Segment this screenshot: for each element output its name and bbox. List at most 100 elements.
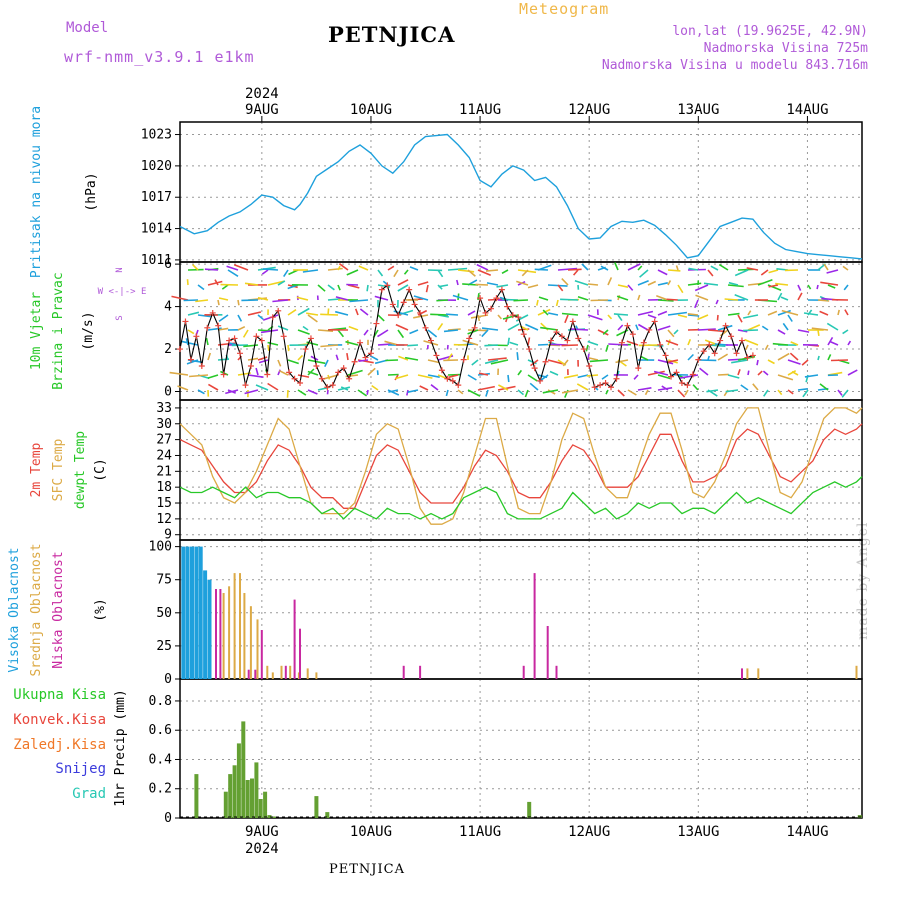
top-date-label: 10AUG bbox=[350, 102, 392, 118]
wind-arrow bbox=[189, 374, 209, 378]
wind-speed-marker bbox=[673, 369, 680, 376]
wind-arrow bbox=[586, 374, 599, 377]
low-cloud-bar bbox=[293, 599, 296, 679]
wind-arrow bbox=[826, 322, 839, 331]
wind-arrow bbox=[324, 359, 329, 368]
wind-arrow bbox=[727, 284, 744, 288]
wind-arrow bbox=[258, 359, 269, 364]
panel-frame bbox=[179, 678, 863, 819]
wind-speed-marker bbox=[346, 375, 353, 382]
wind-speed-marker bbox=[678, 380, 685, 387]
wind-arrow bbox=[497, 385, 516, 391]
dewpt-axis-label: dewpt Temp bbox=[73, 431, 88, 509]
wind-arrow bbox=[452, 294, 469, 301]
wind-arrow bbox=[627, 263, 641, 271]
wind-arrow bbox=[817, 355, 820, 361]
wind-arrow bbox=[548, 312, 559, 316]
high-cloud-bar bbox=[203, 570, 208, 679]
wind-arrow bbox=[207, 280, 223, 286]
wind-arrow bbox=[542, 309, 549, 316]
high-cloud-bar bbox=[190, 546, 194, 679]
low-cloud-bar bbox=[555, 665, 558, 679]
wind-arrow bbox=[673, 329, 679, 335]
wind-arrow bbox=[307, 370, 319, 376]
wind-arrow bbox=[617, 389, 625, 397]
wind-arrow bbox=[617, 284, 629, 288]
wind-arrow bbox=[513, 299, 529, 302]
compass-north: N bbox=[115, 267, 125, 272]
wind-speed-marker bbox=[668, 373, 675, 380]
wind-arrow bbox=[347, 284, 360, 289]
wind-arrow bbox=[687, 353, 694, 361]
wind-arrow bbox=[787, 370, 797, 376]
wind-speed-marker bbox=[487, 305, 494, 312]
precip-bar bbox=[194, 774, 199, 818]
wind-arrow bbox=[767, 359, 775, 365]
temp-unit-label: (C) bbox=[93, 458, 108, 481]
wind-arrow bbox=[715, 299, 719, 305]
wind-speed-marker bbox=[438, 367, 445, 374]
y-tick-label: 0.4 bbox=[149, 752, 173, 767]
wind-arrow bbox=[801, 359, 809, 366]
wind-arrow bbox=[737, 329, 748, 333]
wind-speed-marker bbox=[204, 324, 211, 331]
wind-arrow bbox=[467, 389, 481, 397]
coordinates: lon,lat (19.9625E, 42.9N) bbox=[672, 24, 868, 39]
wind-arrow bbox=[377, 329, 389, 338]
wind-arrow bbox=[791, 370, 799, 376]
y-tick-label: 27 bbox=[156, 433, 172, 448]
elevation: Nadmorska Visina 725m bbox=[703, 41, 868, 56]
wind-arrow bbox=[397, 279, 409, 286]
wind-arrow bbox=[395, 374, 409, 380]
precip-bar bbox=[250, 778, 254, 818]
wind-speed-marker bbox=[613, 375, 620, 382]
wind-arrow bbox=[247, 374, 264, 378]
wind-arrow bbox=[297, 389, 307, 396]
top-date-label: 12AUG bbox=[568, 102, 610, 118]
wind-speed-marker bbox=[444, 375, 451, 382]
wind-speed-marker bbox=[608, 384, 615, 391]
wind-arrow bbox=[569, 328, 589, 331]
wind-arrow bbox=[747, 324, 761, 331]
wind-arrow bbox=[427, 329, 438, 338]
wind-arrow bbox=[516, 352, 519, 361]
wind-arrow bbox=[192, 264, 199, 271]
wind-speed-marker bbox=[695, 356, 702, 363]
wind-arrow bbox=[445, 313, 459, 316]
wind-speed-marker bbox=[177, 346, 183, 353]
wind-arrow bbox=[409, 329, 419, 335]
wind-arrow bbox=[387, 373, 399, 376]
wind-arrow bbox=[757, 370, 763, 376]
wind-arrow bbox=[237, 325, 246, 331]
wind-arrow bbox=[417, 374, 433, 379]
bottom-date-label: 13AUG bbox=[677, 824, 719, 840]
wind-arrow bbox=[644, 389, 649, 396]
wind-arrow bbox=[637, 265, 643, 271]
wind-speed-marker bbox=[493, 295, 500, 302]
wind-arrow bbox=[747, 370, 750, 376]
wind-arrow bbox=[561, 344, 579, 347]
mid-cloud-bar bbox=[228, 586, 231, 679]
wind-arrow bbox=[547, 389, 556, 395]
wind-arrow bbox=[787, 389, 794, 395]
wind-arrow bbox=[335, 296, 349, 301]
wind-arrow bbox=[481, 327, 499, 331]
wind-arrow bbox=[789, 352, 799, 361]
low-cloud-bar bbox=[522, 665, 525, 679]
bottom-date-label: 11AUG bbox=[459, 824, 501, 840]
wind-arrow bbox=[656, 294, 669, 301]
top-date-label: 9AUG bbox=[245, 102, 279, 118]
wind-arrow bbox=[667, 329, 675, 338]
wind-speed-marker bbox=[646, 326, 653, 333]
wind-speed-marker bbox=[286, 369, 293, 376]
wind-arrow bbox=[581, 263, 589, 271]
wind-arrow bbox=[567, 268, 582, 271]
wind-arrow bbox=[574, 279, 589, 286]
wind-arrow bbox=[377, 269, 384, 277]
mid-cloud-bar bbox=[289, 665, 292, 679]
wind-arrow bbox=[657, 374, 671, 380]
wind-arrow bbox=[737, 355, 756, 361]
low-cloud-bar bbox=[419, 665, 422, 679]
wind-arrow bbox=[397, 284, 409, 292]
wind-arrow bbox=[477, 293, 480, 301]
